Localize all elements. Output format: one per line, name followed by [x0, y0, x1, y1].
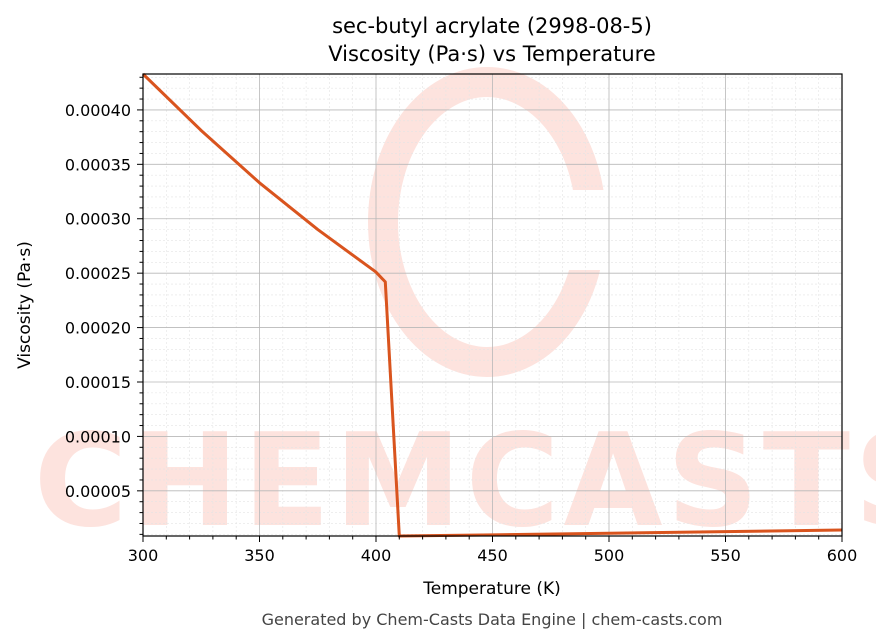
- x-tick-label: 550: [710, 546, 741, 565]
- x-tick-label: 450: [477, 546, 508, 565]
- x-tick-label: 500: [594, 546, 625, 565]
- x-tick-labels: 300 350 400 450 500 550 600: [128, 546, 858, 565]
- y-tick-label: 0.00030: [65, 210, 131, 229]
- y-tick-label: 0.00025: [65, 264, 131, 283]
- chart-title: sec-butyl acrylate (2998-08-5): [332, 14, 652, 38]
- x-tick-label: 350: [244, 546, 275, 565]
- y-tick-labels: 0.00005 0.00010 0.00015 0.00020 0.00025 0.000…: [65, 101, 131, 501]
- series-layer: [141, 72, 843, 538]
- x-tick-label: 600: [827, 546, 858, 565]
- y-tick-label: 0.00020: [65, 319, 131, 338]
- watermark-text: CHEMCASTS: [34, 407, 876, 556]
- footer-credit: Generated by Chem-Casts Data Engine | ch…: [262, 610, 723, 629]
- y-axis-label: Viscosity (Pa·s): [15, 241, 35, 369]
- y-tick-label: 0.00005: [65, 482, 131, 501]
- watermark-logo-ring: [368, 67, 606, 377]
- y-tick-label: 0.00010: [65, 427, 131, 446]
- ticks-layer: [137, 76, 843, 542]
- x-tick-label: 400: [361, 546, 392, 565]
- watermark-logo-gap: [560, 190, 620, 270]
- x-axis-label: Temperature (K): [422, 579, 561, 599]
- y-tick-label: 0.00040: [65, 101, 131, 120]
- watermark: CHEMCASTS: [34, 67, 876, 556]
- y-tick-label: 0.00015: [65, 373, 131, 392]
- y-tick-label: 0.00035: [65, 155, 131, 174]
- chart-subtitle: Viscosity (Pa·s) vs Temperature: [328, 42, 656, 66]
- series-line: [141, 72, 843, 538]
- x-tick-label: 300: [128, 546, 159, 565]
